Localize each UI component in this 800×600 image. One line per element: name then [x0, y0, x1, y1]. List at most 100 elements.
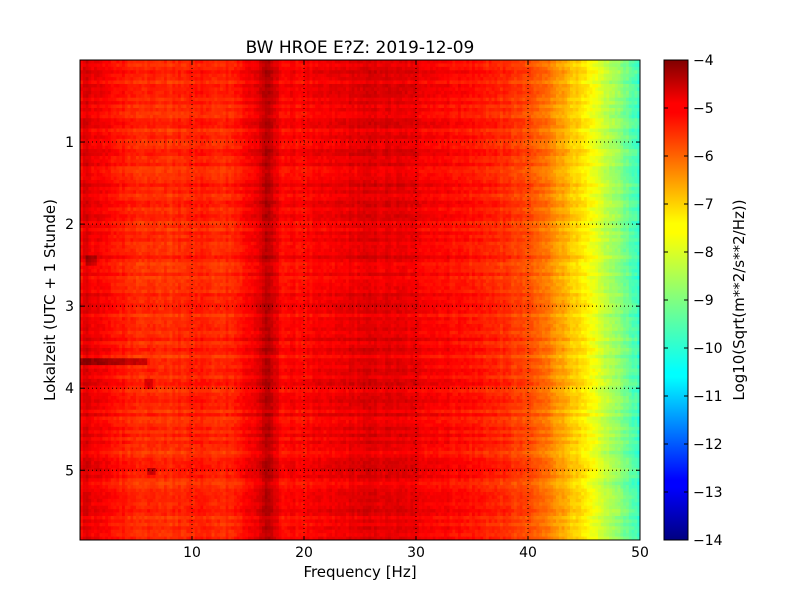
heatmap-cell	[264, 87, 268, 92]
heatmap-cell	[136, 84, 140, 88]
heatmap-cell	[351, 125, 355, 129]
heatmap-cell	[382, 101, 386, 105]
heatmap-cell	[206, 142, 210, 147]
heatmap-cell	[558, 63, 562, 68]
heatmap-cell	[250, 118, 254, 123]
heatmap-cell	[186, 60, 190, 64]
heatmap-cell	[360, 118, 364, 123]
heatmap-cell	[628, 63, 632, 68]
heatmap-cell	[82, 132, 86, 136]
heatmap-cell	[158, 121, 162, 126]
heatmap-cell	[242, 87, 246, 92]
heatmap-cell	[284, 118, 288, 123]
heatmap-cell	[483, 80, 487, 85]
heatmap-cell	[486, 111, 490, 116]
heatmap-cell	[376, 73, 380, 78]
heatmap-cell	[312, 63, 316, 68]
heatmap-cell	[404, 73, 408, 78]
heatmap-cell	[452, 104, 456, 109]
heatmap-cell	[564, 142, 568, 147]
heatmap-cell	[564, 90, 568, 95]
heatmap-cell	[211, 101, 215, 105]
heatmap-cell	[404, 128, 408, 133]
heatmap-cell	[407, 77, 411, 81]
heatmap-cell	[614, 132, 618, 136]
heatmap-cell	[578, 97, 582, 102]
heatmap-cell	[284, 132, 288, 136]
heatmap-cell	[519, 108, 523, 112]
heatmap-cell	[292, 135, 296, 140]
heatmap-cell	[141, 66, 145, 71]
heatmap-cell	[312, 101, 316, 105]
heatmap-cell	[105, 135, 109, 140]
heatmap-cell	[119, 70, 123, 75]
heatmap-cell	[315, 87, 319, 92]
heatmap-cell	[136, 132, 140, 136]
heatmap-cell	[519, 121, 523, 126]
heatmap-cell	[620, 118, 624, 123]
heatmap-cell	[102, 70, 106, 75]
heatmap-cell	[374, 108, 378, 112]
heatmap-cell	[416, 84, 420, 88]
heatmap-cell	[547, 142, 551, 147]
heatmap-cell	[455, 66, 459, 71]
heatmap-cell	[416, 60, 420, 64]
heatmap-cell	[595, 114, 599, 119]
heatmap-cell	[410, 108, 414, 112]
heatmap-cell	[315, 125, 319, 129]
heatmap-cell	[393, 66, 397, 71]
heatmap-cell	[309, 135, 313, 140]
heatmap-cell	[80, 66, 84, 71]
heatmap-cell	[180, 60, 184, 64]
heatmap-cell	[96, 87, 100, 92]
heatmap-cell	[463, 101, 467, 105]
heatmap-cell	[528, 121, 532, 126]
heatmap-cell	[116, 104, 120, 109]
heatmap-cell	[584, 77, 588, 81]
heatmap-cell	[242, 80, 246, 85]
heatmap-cell	[500, 101, 504, 105]
heatmap-cell	[460, 128, 464, 133]
heatmap-cell	[91, 80, 95, 85]
heatmap-cell	[110, 60, 114, 64]
heatmap-cell	[393, 121, 397, 126]
heatmap-cell	[362, 108, 366, 112]
heatmap-cell	[203, 111, 207, 116]
heatmap-cell	[452, 70, 456, 75]
heatmap-cell	[488, 128, 492, 133]
heatmap-cell	[326, 90, 330, 95]
heatmap-cell	[435, 87, 439, 92]
heatmap-cell	[264, 135, 268, 140]
heatmap-cell	[186, 121, 190, 126]
heatmap-cell	[281, 77, 285, 81]
heatmap-cell	[570, 60, 574, 64]
heatmap-cell	[519, 101, 523, 105]
heatmap-cell	[318, 132, 322, 136]
heatmap-cell	[122, 101, 126, 105]
heatmap-cell	[183, 135, 187, 140]
heatmap-cell	[374, 77, 378, 81]
heatmap-cell	[96, 132, 100, 136]
heatmap-cell	[393, 87, 397, 92]
heatmap-cell	[581, 97, 585, 102]
heatmap-cell	[542, 138, 546, 143]
heatmap-cell	[287, 111, 291, 116]
heatmap-cell	[124, 135, 128, 140]
heatmap-cell	[147, 73, 151, 78]
heatmap-cell	[581, 128, 585, 133]
heatmap-cell	[133, 66, 137, 71]
heatmap-cell	[491, 73, 495, 78]
heatmap-cell	[362, 121, 366, 126]
heatmap-cell	[553, 73, 557, 78]
heatmap-cell	[312, 135, 316, 140]
heatmap-cell	[343, 90, 347, 95]
heatmap-cell	[309, 63, 313, 68]
heatmap-cell	[124, 138, 128, 143]
heatmap-cell	[200, 128, 204, 133]
heatmap-cell	[449, 77, 453, 81]
heatmap-cell	[287, 97, 291, 102]
heatmap-cell	[530, 111, 534, 116]
heatmap-cell	[259, 63, 263, 68]
heatmap-cell	[94, 63, 98, 68]
heatmap-cell	[393, 125, 397, 129]
